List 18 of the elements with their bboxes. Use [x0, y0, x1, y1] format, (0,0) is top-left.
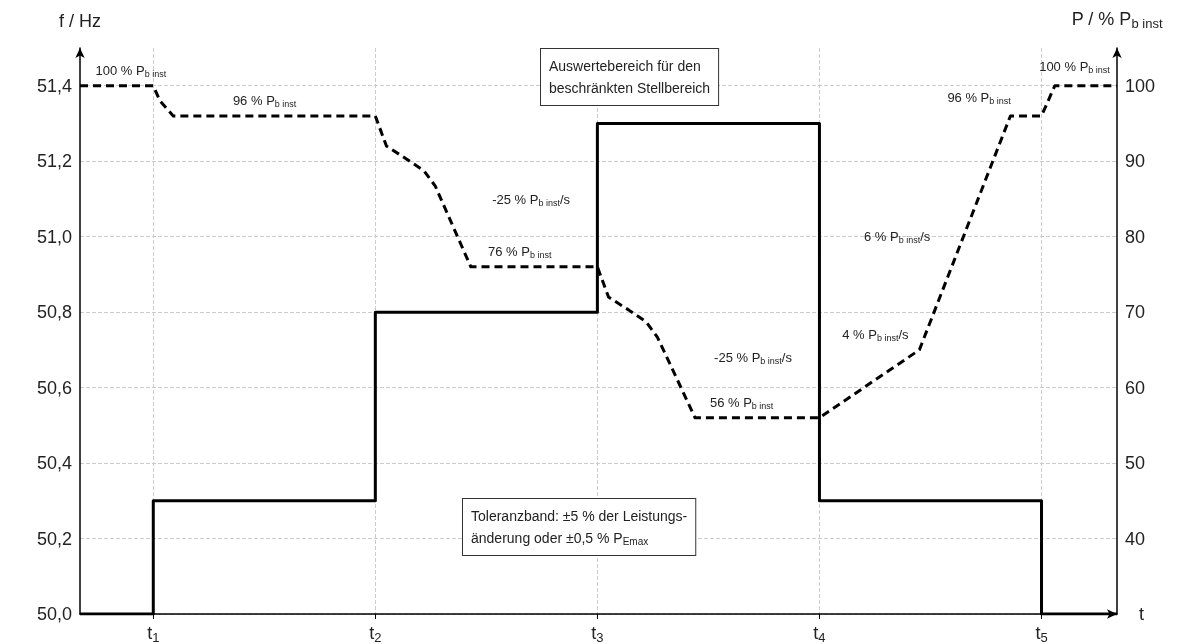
x-axis-title: t [1139, 604, 1145, 624]
y2-tick-label: 60 [1125, 377, 1146, 398]
y2-tick-label: 80 [1125, 226, 1146, 247]
y-tick-label: 51,2 [36, 151, 72, 172]
y2-tick-label: 90 [1125, 151, 1146, 172]
y-tick-label: 50,6 [36, 377, 72, 398]
y-tick-label: 50,8 [36, 302, 72, 323]
annotation: Auswertebereich für den beschränkten Stellbereich [549, 58, 711, 96]
y-tick-label: 50,2 [36, 528, 72, 549]
y2-tick-label: 50 [1125, 453, 1146, 474]
y2-tick-label: 40 [1125, 528, 1146, 549]
y-tick-label: 51,0 [36, 226, 72, 247]
y-axis-title: f / Hz [58, 11, 102, 31]
y-tick-label: 50,4 [36, 453, 72, 474]
y2-tick-label: 70 [1125, 302, 1146, 323]
y2-tick-label: 100 [1125, 75, 1156, 96]
y-tick-label: 50,0 [36, 604, 72, 624]
y-tick-label: 51,4 [36, 75, 72, 96]
